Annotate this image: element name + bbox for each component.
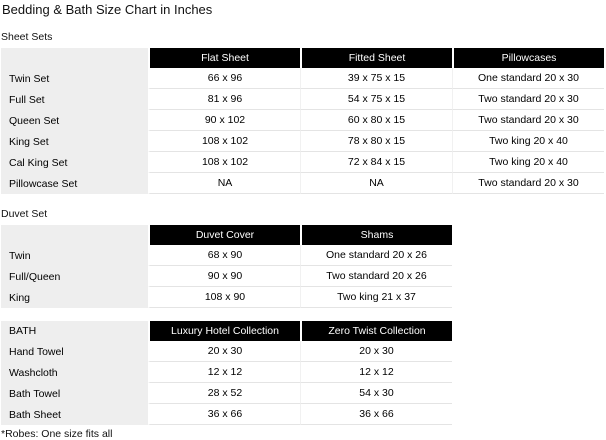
row-label: Bath Sheet	[1, 404, 148, 425]
duvet-set-table: Duvet Cover Shams Twin 68 x 90 One standard …	[1, 225, 452, 308]
duvet-set-section: Duvet Set Duvet Cover Shams Twin 68 x 90 One…	[1, 208, 606, 308]
size-cell: 12 x 12	[148, 362, 300, 383]
table-row: Hand Towel 20 x 30 20 x 30	[1, 341, 452, 362]
row-label: Full Set	[1, 89, 148, 110]
table-row: Full/Queen 90 x 90 Two standard 20 x 26	[1, 266, 452, 287]
row-label: King Set	[1, 131, 148, 152]
row-label: King	[1, 287, 148, 308]
bath-table: BATH Luxury Hotel Collection Zero Twist Co…	[1, 321, 452, 425]
table-row: King 108 x 90 Two king 21 x 37	[1, 287, 452, 308]
size-cell: Two king 21 x 37	[300, 287, 452, 308]
size-cell: One standard 20 x 30	[452, 68, 604, 89]
table-row: Full Set 81 x 96 54 x 75 x 15 Two standard …	[1, 89, 604, 110]
size-cell: 108 x 102	[148, 131, 300, 152]
header-row: Flat Sheet Fitted Sheet Pillowcases	[1, 48, 604, 68]
size-cell: 36 x 66	[148, 404, 300, 425]
column-header: Luxury Hotel Collection	[148, 321, 300, 341]
size-cell: 20 x 30	[148, 341, 300, 362]
corner-label-cell	[1, 225, 148, 245]
header-row: BATH Luxury Hotel Collection Zero Twist Co…	[1, 321, 452, 341]
size-cell: 60 x 80 x 15	[300, 110, 452, 131]
size-cell: 78 x 80 x 15	[300, 131, 452, 152]
size-cell: Two king 20 x 40	[452, 152, 604, 173]
table-row: Bath Towel 28 x 52 54 x 30	[1, 383, 452, 404]
row-label: Cal King Set	[1, 152, 148, 173]
section-label-sheet-sets: Sheet Sets	[1, 31, 53, 43]
column-header: Zero Twist Collection	[300, 321, 452, 341]
column-header: Shams	[300, 225, 452, 245]
size-cell: One standard 20 x 26	[300, 245, 452, 266]
size-cell: 54 x 30	[300, 383, 452, 404]
row-label: Full/Queen	[1, 266, 148, 287]
row-label: Queen Set	[1, 110, 148, 131]
table-row: King Set 108 x 102 78 x 80 x 15 Two king 20…	[1, 131, 604, 152]
table-row: Twin Set 66 x 96 39 x 75 x 15 One standard …	[1, 68, 604, 89]
header-row: Duvet Cover Shams	[1, 225, 452, 245]
size-cell: 68 x 90	[148, 245, 300, 266]
size-cell: 36 x 66	[300, 404, 452, 425]
size-cell: Two standard 20 x 30	[452, 89, 604, 110]
sheet-sets-table: Flat Sheet Fitted Sheet Pillowcases Twin Se…	[1, 48, 604, 194]
size-cell: 90 x 90	[148, 266, 300, 287]
column-header: Flat Sheet	[148, 48, 300, 68]
size-cell: 90 x 102	[148, 110, 300, 131]
size-cell: 108 x 102	[148, 152, 300, 173]
table-row: Washcloth 12 x 12 12 x 12	[1, 362, 452, 383]
size-cell: Two standard 20 x 26	[300, 266, 452, 287]
section-label-duvet-set: Duvet Set	[1, 208, 48, 220]
row-label: Washcloth	[1, 362, 148, 383]
corner-label-cell: BATH	[1, 321, 148, 341]
size-cell: NA	[148, 173, 300, 194]
size-cell: Two standard 20 x 30	[452, 110, 604, 131]
table-row: Queen Set 90 x 102 60 x 80 x 15 Two standar…	[1, 110, 604, 131]
sheet-sets-section: Sheet Sets Flat Sheet Fitted Sheet Pillowc…	[1, 31, 606, 194]
table-row: Twin 68 x 90 One standard 20 x 26	[1, 245, 452, 266]
size-cell: 20 x 30	[300, 341, 452, 362]
column-header: Fitted Sheet	[300, 48, 452, 68]
page-title: Bedding & Bath Size Chart in Inches	[2, 2, 213, 17]
row-label: Pillowcase Set	[1, 173, 148, 194]
size-cell: 54 x 75 x 15	[300, 89, 452, 110]
size-cell: 72 x 84 x 15	[300, 152, 452, 173]
row-label: Bath Towel	[1, 383, 148, 404]
row-label: Twin	[1, 245, 148, 266]
table-row: Pillowcase Set NA NA Two standard 20 x 30	[1, 173, 604, 194]
row-label: Twin Set	[1, 68, 148, 89]
table-row: Cal King Set 108 x 102 72 x 84 x 15 Two kin…	[1, 152, 604, 173]
size-cell: 81 x 96	[148, 89, 300, 110]
robes-footnote: *Robes: One size fits all	[1, 428, 113, 440]
bath-section: BATH Luxury Hotel Collection Zero Twist Co…	[1, 321, 606, 425]
size-cell: 39 x 75 x 15	[300, 68, 452, 89]
size-cell: Two king 20 x 40	[452, 131, 604, 152]
size-cell: Two standard 20 x 30	[452, 173, 604, 194]
column-header: Pillowcases	[452, 48, 604, 68]
size-cell: 28 x 52	[148, 383, 300, 404]
corner-label-cell	[1, 48, 148, 68]
size-cell: 12 x 12	[300, 362, 452, 383]
row-label: Hand Towel	[1, 341, 148, 362]
table-row: Bath Sheet 36 x 66 36 x 66	[1, 404, 452, 425]
column-header: Duvet Cover	[148, 225, 300, 245]
size-cell: 108 x 90	[148, 287, 300, 308]
size-cell: 66 x 96	[148, 68, 300, 89]
size-cell: NA	[300, 173, 452, 194]
